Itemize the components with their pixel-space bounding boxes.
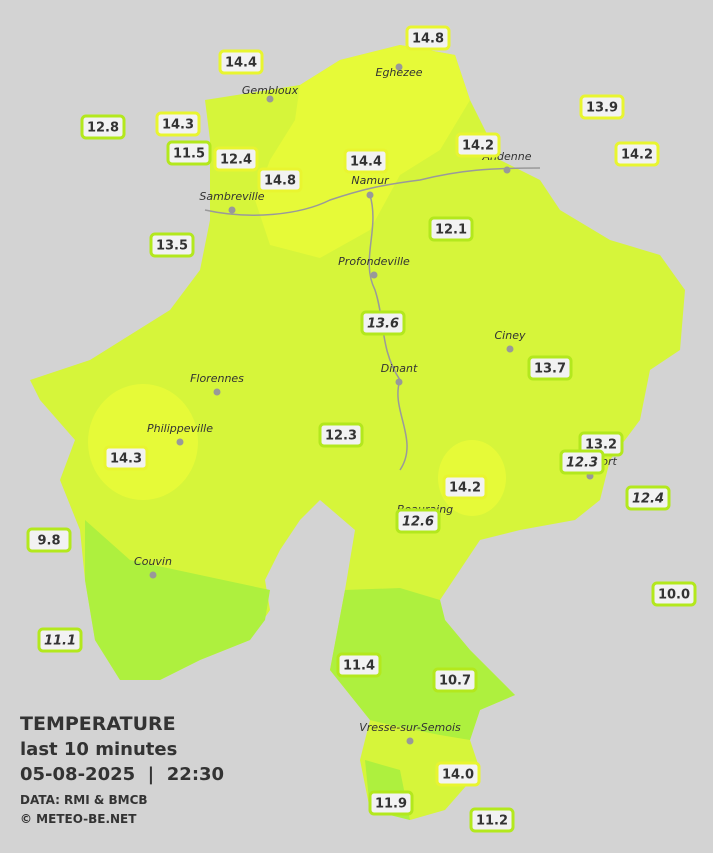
station-temperature: 14.2 xyxy=(449,481,481,496)
station-temperature: 12.4 xyxy=(220,153,252,168)
city-label: Dinant xyxy=(381,362,418,375)
station-box xyxy=(579,94,625,120)
city-dot xyxy=(366,191,374,199)
station-temperature: 13.7 xyxy=(534,362,566,377)
station-temperature: 14.4 xyxy=(350,155,382,170)
city-dot xyxy=(506,345,514,353)
city-label: Sambreville xyxy=(199,190,264,203)
station-temperature: 12.3 xyxy=(325,429,357,444)
station-box xyxy=(166,140,212,166)
station-box xyxy=(625,485,671,511)
station-box xyxy=(155,111,201,137)
station-box xyxy=(651,581,697,607)
station-box xyxy=(213,146,259,172)
station-box xyxy=(368,790,414,816)
city-label: Philippeville xyxy=(147,422,213,435)
station-temperature: 10.0 xyxy=(658,588,690,603)
station-temperature: 14.2 xyxy=(621,148,653,163)
station-box xyxy=(614,141,660,167)
station-temperature: 11.4 xyxy=(343,659,375,674)
station-temperature: 14.2 xyxy=(462,139,494,154)
legend-credit: © METEO-BE.NET xyxy=(20,812,137,826)
station-box xyxy=(395,508,441,534)
city-label: Ciney xyxy=(495,329,526,342)
station-box xyxy=(469,807,515,833)
station-temperature: 10.7 xyxy=(439,674,471,689)
station-box xyxy=(527,355,573,381)
city-label: Gembloux xyxy=(242,84,299,97)
station-temperature: 13.2 xyxy=(585,438,617,453)
city-dot xyxy=(395,378,403,386)
station-temperature: 9.8 xyxy=(37,534,60,549)
city-label: Namur xyxy=(351,174,390,187)
station-temperature: 12.4 xyxy=(632,492,664,507)
city-dot xyxy=(395,63,403,71)
station-box xyxy=(103,445,149,471)
city-dot xyxy=(213,388,221,396)
station-box xyxy=(405,25,451,51)
legend-source: DATA: RMI & BMCB xyxy=(20,793,148,807)
legend: TEMPERATURE last 10 minutes 05-08-2025 |… xyxy=(20,713,224,826)
city-dot xyxy=(228,206,236,214)
station-box xyxy=(318,422,364,448)
station-box xyxy=(455,132,501,158)
warm-zone xyxy=(88,384,198,500)
cool-zone xyxy=(330,588,515,740)
station-box xyxy=(26,527,72,553)
station-temperature: 12.1 xyxy=(435,223,467,238)
city-label: Eghezee xyxy=(376,66,423,79)
station-temperature: 14.8 xyxy=(264,174,296,189)
city-label: Couvin xyxy=(134,555,172,568)
station-temperature: 12.8 xyxy=(87,121,119,136)
city-dot xyxy=(406,737,414,745)
station-box xyxy=(435,761,481,787)
station-temperature: 13.9 xyxy=(586,101,618,116)
city-label: Vresse-sur-Semois xyxy=(359,721,461,734)
legend-period: last 10 minutes xyxy=(20,739,177,760)
station-box xyxy=(37,627,83,653)
station-box xyxy=(149,232,195,258)
legend-datetime: 05-08-2025 | 22:30 xyxy=(20,764,224,785)
station-temperature: 14.0 xyxy=(442,768,474,783)
station-box xyxy=(442,474,488,500)
station-temperature: 14.3 xyxy=(110,452,142,467)
city-dot xyxy=(149,571,157,579)
station-box xyxy=(257,167,303,193)
station-temperature: 13.5 xyxy=(156,239,188,254)
city-dot xyxy=(370,271,378,279)
station-temperature: 14.4 xyxy=(225,56,257,71)
station-box xyxy=(336,652,382,678)
station-box xyxy=(360,310,406,336)
legend-title: TEMPERATURE xyxy=(20,713,176,735)
station-box xyxy=(80,114,126,140)
station-temperature: 12.3 xyxy=(566,456,598,471)
station-box xyxy=(559,449,605,475)
station-temperature: 14.3 xyxy=(162,118,194,133)
cool-zone xyxy=(85,520,270,680)
station-temperature: 11.1 xyxy=(44,634,76,649)
city-dot xyxy=(266,95,274,103)
city-label: Florennes xyxy=(190,372,244,385)
station-box xyxy=(218,49,264,75)
city-dot xyxy=(503,166,511,174)
station-temperature: 11.5 xyxy=(173,147,205,162)
city-label: Profondeville xyxy=(338,255,410,268)
city-dot xyxy=(176,438,184,446)
station-temperature: 13.6 xyxy=(367,317,399,332)
station-temperature: 11.2 xyxy=(476,814,508,829)
station-temperature: 11.9 xyxy=(375,797,407,812)
station-box xyxy=(428,216,474,242)
station-temperature: 14.8 xyxy=(412,32,444,47)
station-temperature: 12.6 xyxy=(402,515,434,530)
station-box xyxy=(432,667,478,693)
station-box xyxy=(343,148,389,174)
